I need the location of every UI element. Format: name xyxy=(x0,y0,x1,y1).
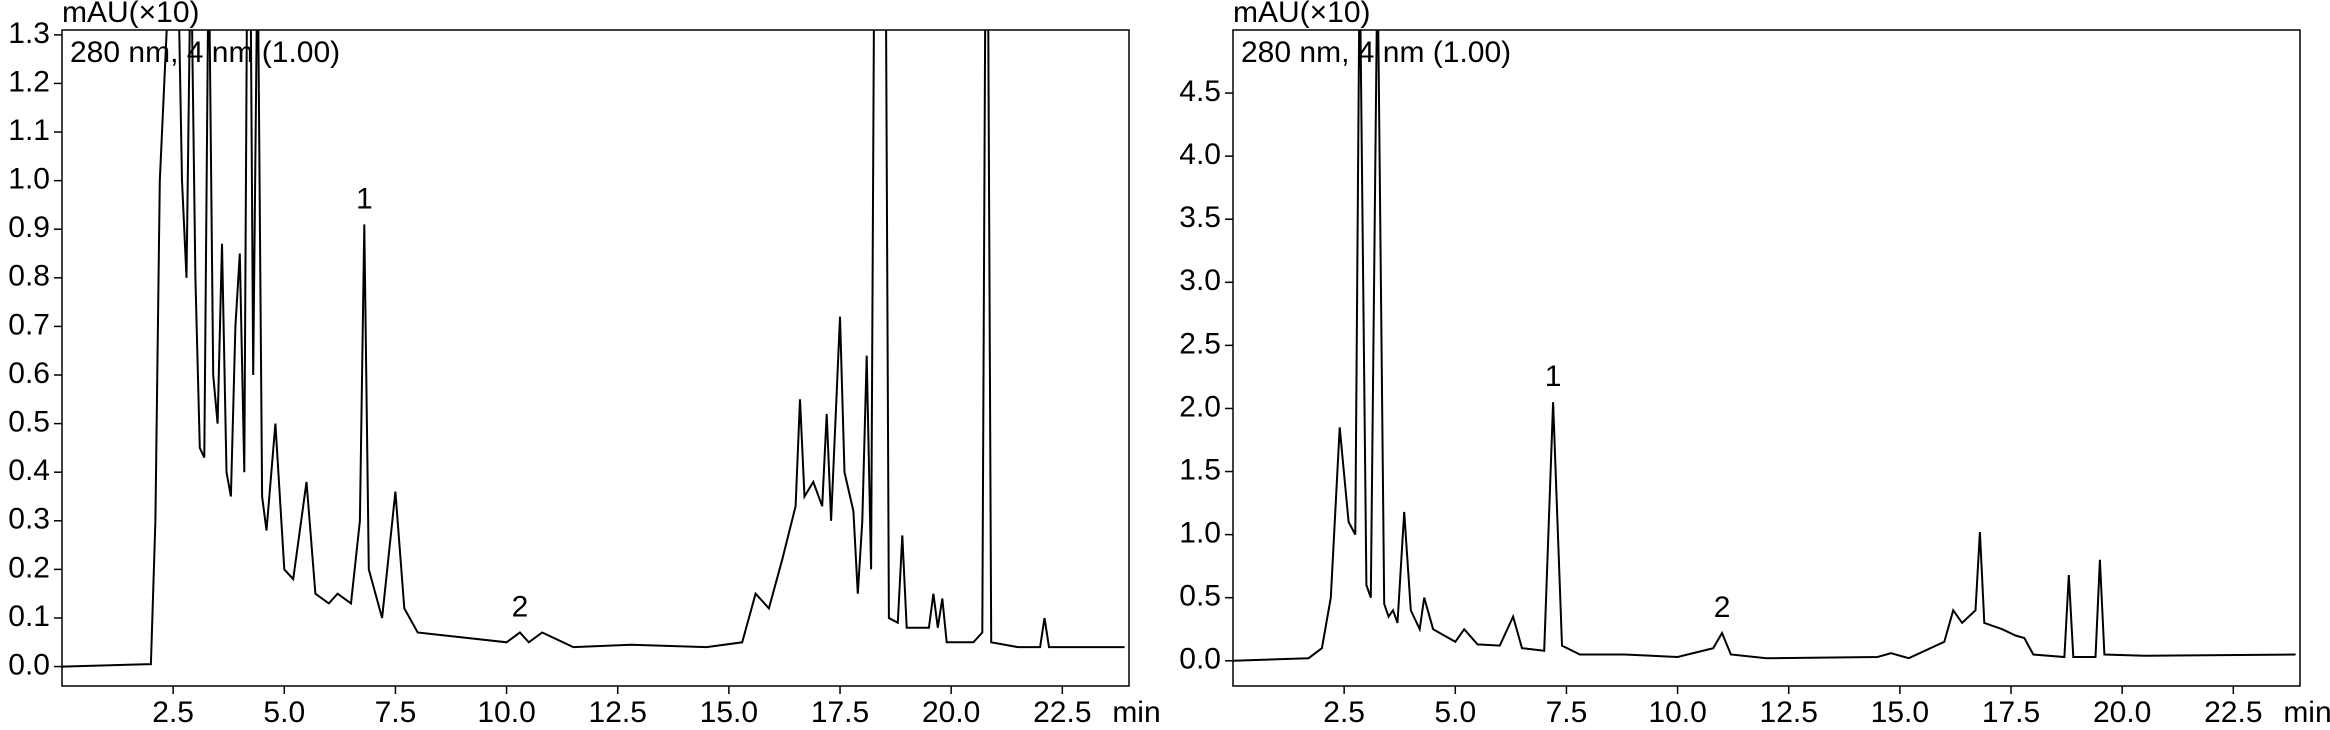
x-tick-label: 15.0 xyxy=(700,696,758,729)
plot-frame xyxy=(61,29,1130,687)
y-tick-label: 0.5 xyxy=(1179,580,1221,613)
y-tick-label: 0.4 xyxy=(8,454,50,487)
x-tick-label: 12.5 xyxy=(1760,696,1818,729)
x-tick-label: 2.5 xyxy=(152,696,194,729)
x-tick-label: 5.0 xyxy=(1434,696,1476,729)
x-tick-label: 17.5 xyxy=(1982,696,2040,729)
trace xyxy=(62,30,1125,668)
x-tick-label: 12.5 xyxy=(589,696,647,729)
y-tick-label: 2.0 xyxy=(1179,390,1221,423)
y-tick-label: 2.5 xyxy=(1179,327,1221,360)
x-tick-label: 20.0 xyxy=(922,696,980,729)
y-tick-label: 0.9 xyxy=(8,211,50,244)
panel: mAU(×10)280 nm, 4 nm (1.00)0.00.51.01.52… xyxy=(1179,0,2330,729)
plot-frame xyxy=(1232,29,2301,687)
y-tick-label: 0.6 xyxy=(8,357,50,390)
y-tick-label: 0.0 xyxy=(8,648,50,681)
y-tick-label: 4.5 xyxy=(1179,75,1221,108)
x-tick-label: 7.5 xyxy=(375,696,417,729)
y-tick-label: 1.0 xyxy=(1179,517,1221,550)
y-tick-label: 4.0 xyxy=(1179,138,1221,171)
peak-label: 2 xyxy=(1714,591,1731,624)
y-tick-label: 0.1 xyxy=(8,600,50,633)
y-tick-label: 0.7 xyxy=(8,308,50,341)
y-tick-label: 0.8 xyxy=(8,260,50,293)
y-tick-label: 1.3 xyxy=(8,17,50,50)
y-tick-label: 0.0 xyxy=(1179,643,1221,676)
trace-info: 280 nm, 4 nm (1.00) xyxy=(70,36,340,69)
x-axis-label: min xyxy=(1112,696,1160,729)
y-tick-label: 1.0 xyxy=(8,163,50,196)
y-tick-label: 0.2 xyxy=(8,551,50,584)
x-tick-label: 5.0 xyxy=(263,696,305,729)
x-tick-label: 7.5 xyxy=(1546,696,1588,729)
y-tick-label: 1.1 xyxy=(8,114,50,147)
x-tick-label: 17.5 xyxy=(811,696,869,729)
peak-label: 1 xyxy=(356,182,373,215)
peak-label: 1 xyxy=(1545,360,1562,393)
y-tick-label: 1.2 xyxy=(8,65,50,98)
y-tick-label: 1.5 xyxy=(1179,453,1221,486)
y-axis-label: mAU(×10) xyxy=(1233,0,1371,29)
x-tick-label: 2.5 xyxy=(1323,696,1365,729)
x-tick-label: 22.5 xyxy=(2204,696,2262,729)
y-tick-label: 0.3 xyxy=(8,503,50,536)
y-axis-label: mAU(×10) xyxy=(62,0,200,29)
x-tick-label: 20.0 xyxy=(2093,696,2151,729)
x-axis-label: min xyxy=(2283,696,2330,729)
x-tick-label: 22.5 xyxy=(1033,696,1091,729)
x-tick-label: 10.0 xyxy=(477,696,535,729)
x-tick-label: 15.0 xyxy=(1871,696,1929,729)
x-tick-label: 10.0 xyxy=(1648,696,1706,729)
y-tick-label: 3.0 xyxy=(1179,264,1221,297)
y-tick-label: 3.5 xyxy=(1179,201,1221,234)
peak-label: 2 xyxy=(512,590,529,623)
y-tick-label: 0.5 xyxy=(8,406,50,439)
trace xyxy=(1233,30,2296,662)
panel: mAU(×10) 280 nm, 4 nm (1.00) 0.0 0.1 0.2 0.3 0… xyxy=(8,0,1160,729)
